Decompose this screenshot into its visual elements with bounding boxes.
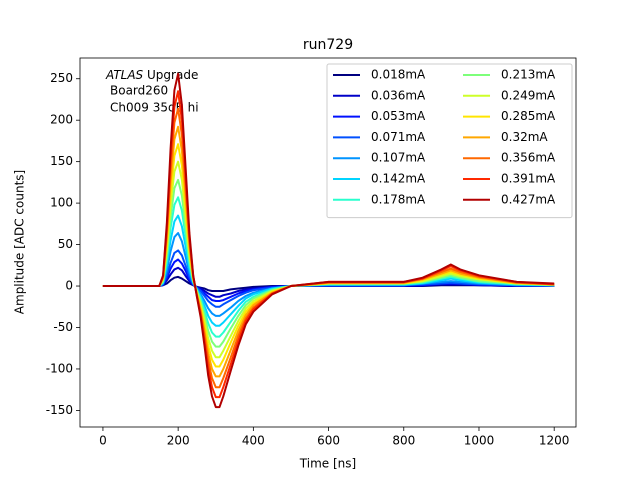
legend-label: 0.071mA <box>371 130 426 144</box>
x-tick-label: 1200 <box>539 434 570 448</box>
x-tick-label: 800 <box>392 434 415 448</box>
annotation-text: Upgrade <box>147 68 198 82</box>
legend-label: 0.036mA <box>371 88 426 102</box>
data-line <box>102 214 555 327</box>
legend-label: 0.018mA <box>371 68 426 82</box>
legend-label: 0.391mA <box>501 172 556 186</box>
y-tick-label: -150 <box>46 403 73 417</box>
y-tick-label: 200 <box>50 113 73 127</box>
data-line <box>102 249 555 308</box>
y-tick-label: 50 <box>58 237 73 251</box>
data-line <box>102 160 555 359</box>
legend-label: 0.249mA <box>501 88 556 102</box>
legend-label: 0.142mA <box>371 172 426 186</box>
legend-label: 0.356mA <box>501 151 556 165</box>
legend-label: 0.32mA <box>501 130 548 144</box>
annotation-italic: ATLAS <box>105 68 144 82</box>
data-line <box>102 72 555 409</box>
y-tick-label: -100 <box>46 361 73 375</box>
legend-label: 0.427mA <box>501 192 556 206</box>
x-tick-label: 400 <box>242 434 265 448</box>
x-axis-label: Time [ns] <box>299 457 356 471</box>
x-tick-label: 0 <box>99 434 107 448</box>
y-tick-label: 100 <box>50 196 73 210</box>
legend-label: 0.178mA <box>371 192 426 206</box>
y-tick-label: 0 <box>65 279 73 293</box>
y-axis-label: Amplitude [ADC counts] <box>13 170 27 314</box>
legend-label: 0.107mA <box>371 151 426 165</box>
annotation: ATLAS Upgrade <box>105 68 198 82</box>
y-tick-label: -50 <box>53 320 73 334</box>
chart-title: run729 <box>303 37 353 53</box>
x-tick-label: 1000 <box>464 434 495 448</box>
y-tick-label: 150 <box>50 154 73 168</box>
data-line <box>102 125 555 378</box>
data-line <box>102 178 555 348</box>
x-tick-label: 200 <box>167 434 190 448</box>
legend-label: 0.213mA <box>501 68 556 82</box>
annotation: Ch009 35dB hi <box>110 101 199 115</box>
y-tick-label: 250 <box>50 71 73 85</box>
legend-label: 0.285mA <box>501 109 556 123</box>
x-tick-label: 600 <box>317 434 340 448</box>
legend-box <box>326 63 573 219</box>
annotation: Board260 <box>110 84 168 98</box>
legend-label: 0.053mA <box>371 109 426 123</box>
plot-frame <box>79 57 577 428</box>
